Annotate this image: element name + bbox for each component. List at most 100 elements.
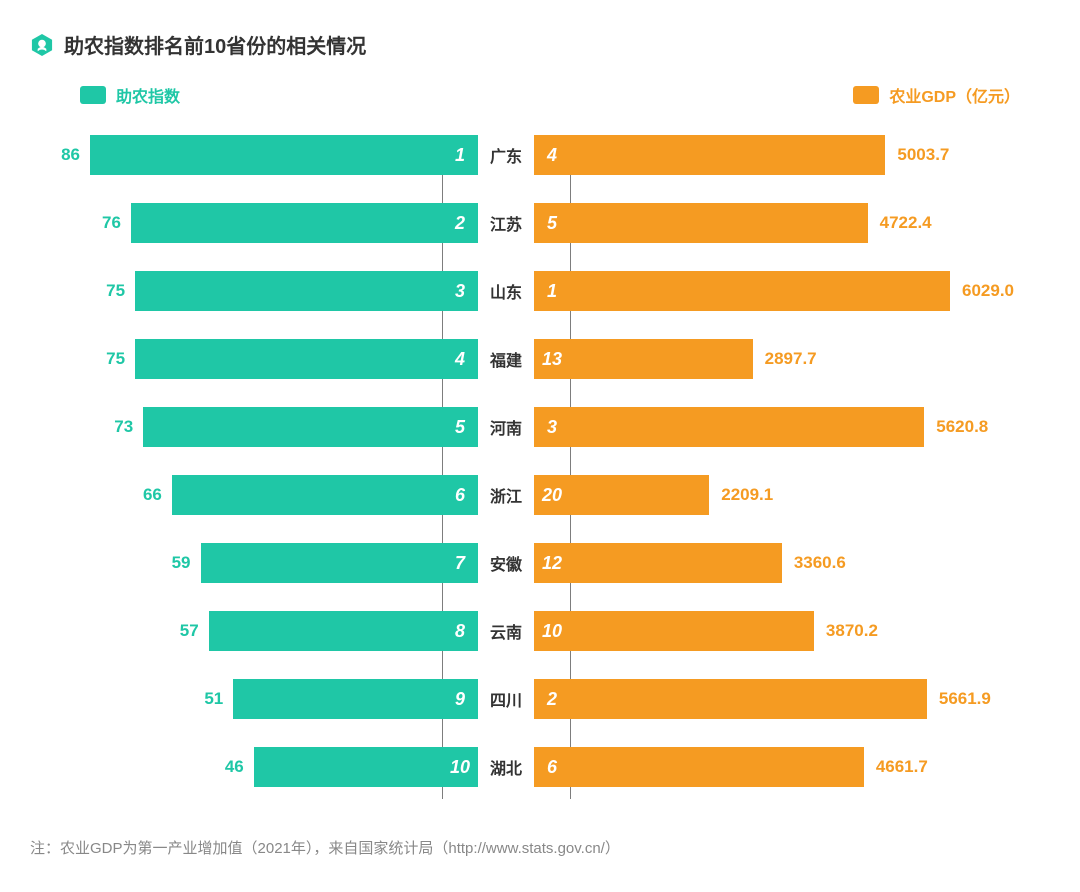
chart-row: 46 10湖北6 4661.7 <box>30 747 1050 787</box>
right-rank-badge: 13 <box>534 339 570 379</box>
right-side: 4722.4 <box>570 203 950 243</box>
chart-title: 助农指数排名前10省份的相关情况 <box>64 30 366 59</box>
left-value-label: 76 <box>81 213 121 233</box>
right-bar <box>570 679 927 719</box>
right-value-label: 5003.7 <box>897 145 967 165</box>
left-value-label: 73 <box>93 417 133 437</box>
right-bar <box>570 747 864 787</box>
right-bar <box>570 475 709 515</box>
right-rank-badge: 2 <box>534 679 570 719</box>
right-side: 5003.7 <box>570 135 967 175</box>
left-value-label: 46 <box>204 757 244 777</box>
left-value-label: 86 <box>40 145 80 165</box>
legend-left-swatch <box>80 86 106 104</box>
right-value-label: 6029.0 <box>962 281 1032 301</box>
chart-legend: 助农指数 农业GDP（亿元） <box>30 83 1050 107</box>
left-bar <box>233 679 442 719</box>
right-rank-badge: 3 <box>534 407 570 447</box>
right-rank-badge: 10 <box>534 611 570 651</box>
chart-rows: 861广东45003.7762江苏54722.4753山东16029.0754福… <box>30 135 1050 787</box>
left-side: 51 <box>30 679 442 719</box>
legend-left-label: 助农指数 <box>116 83 180 107</box>
chart-header: 助农指数排名前10省份的相关情况 <box>30 30 1050 59</box>
right-side: 5620.8 <box>570 407 1006 447</box>
left-bar <box>131 203 442 243</box>
left-rank-badge: 4 <box>442 339 478 379</box>
chart-row: 57 8云南103870.2 <box>30 611 1050 651</box>
left-side: 75 <box>30 271 442 311</box>
left-side: 73 <box>30 407 442 447</box>
right-value-label: 4661.7 <box>876 757 946 777</box>
left-side: 57 <box>30 611 442 651</box>
chart-row: 597安徽123360.6 <box>30 543 1050 583</box>
right-value-label: 2897.7 <box>765 349 835 369</box>
left-side: 59 <box>30 543 442 583</box>
right-side: 2209.1 <box>570 475 791 515</box>
left-side: 75 <box>30 339 442 379</box>
left-side: 76 <box>30 203 442 243</box>
province-label: 云南 <box>478 619 534 643</box>
left-bar <box>143 407 442 447</box>
diverging-bar-chart: 861广东45003.7762江苏54722.4753山东16029.0754福… <box>30 135 1050 809</box>
legend-right-label: 农业GDP（亿元） <box>889 83 1020 107</box>
right-side: 4661.7 <box>570 747 946 787</box>
right-value-label: 3360.6 <box>794 553 864 573</box>
logo-hexagon-icon <box>30 33 54 57</box>
right-rank-badge: 4 <box>534 135 570 175</box>
province-label: 河南 <box>478 415 534 439</box>
left-bar <box>209 611 442 651</box>
left-rank-badge: 10 <box>442 747 478 787</box>
right-rank-badge: 20 <box>534 475 570 515</box>
left-value-label: 75 <box>85 281 125 301</box>
right-bar <box>570 339 753 379</box>
right-bar <box>570 271 950 311</box>
left-bar <box>201 543 442 583</box>
left-value-label: 59 <box>151 553 191 573</box>
right-value-label: 5620.8 <box>936 417 1006 437</box>
legend-right: 农业GDP（亿元） <box>853 83 1020 107</box>
left-bar <box>172 475 442 515</box>
left-value-label: 57 <box>159 621 199 641</box>
left-value-label: 75 <box>85 349 125 369</box>
chart-row: 86 1广东4 5003.7 <box>30 135 1050 175</box>
chart-row: 51 9四川2 5661.9 <box>30 679 1050 719</box>
province-label: 湖北 <box>478 755 534 779</box>
chart-row: 762江苏54722.4 <box>30 203 1050 243</box>
right-bar <box>570 203 868 243</box>
left-value-label: 51 <box>183 689 223 709</box>
right-bar <box>570 543 782 583</box>
chart-row: 75 4福建13 2897.7 <box>30 339 1050 379</box>
left-bar <box>135 339 442 379</box>
right-side: 6029.0 <box>570 271 1032 311</box>
left-rank-badge: 5 <box>442 407 478 447</box>
left-value-label: 66 <box>122 485 162 505</box>
right-rank-badge: 6 <box>534 747 570 787</box>
legend-right-swatch <box>853 86 879 104</box>
left-rank-badge: 1 <box>442 135 478 175</box>
left-rank-badge: 9 <box>442 679 478 719</box>
province-label: 浙江 <box>478 483 534 507</box>
province-label: 江苏 <box>478 211 534 235</box>
right-value-label: 5661.9 <box>939 689 1009 709</box>
left-side: 46 <box>30 747 442 787</box>
right-value-label: 2209.1 <box>721 485 791 505</box>
left-bar <box>254 747 442 787</box>
chart-footnote: 注：农业GDP为第一产业增加值（2021年），来自国家统计局（http://ww… <box>30 837 1050 858</box>
province-label: 山东 <box>478 279 534 303</box>
province-label: 四川 <box>478 687 534 711</box>
left-side: 66 <box>30 475 442 515</box>
province-label: 福建 <box>478 347 534 371</box>
right-bar <box>570 611 814 651</box>
right-bar <box>570 407 924 447</box>
left-rank-badge: 6 <box>442 475 478 515</box>
chart-row: 666浙江202209.1 <box>30 475 1050 515</box>
right-side: 3870.2 <box>570 611 896 651</box>
left-rank-badge: 3 <box>442 271 478 311</box>
right-rank-badge: 5 <box>534 203 570 243</box>
chart-row: 73 5河南3 5620.8 <box>30 407 1050 447</box>
right-bar <box>570 135 885 175</box>
left-rank-badge: 8 <box>442 611 478 651</box>
left-bar <box>90 135 442 175</box>
province-label: 广东 <box>478 143 534 167</box>
left-side: 86 <box>30 135 442 175</box>
